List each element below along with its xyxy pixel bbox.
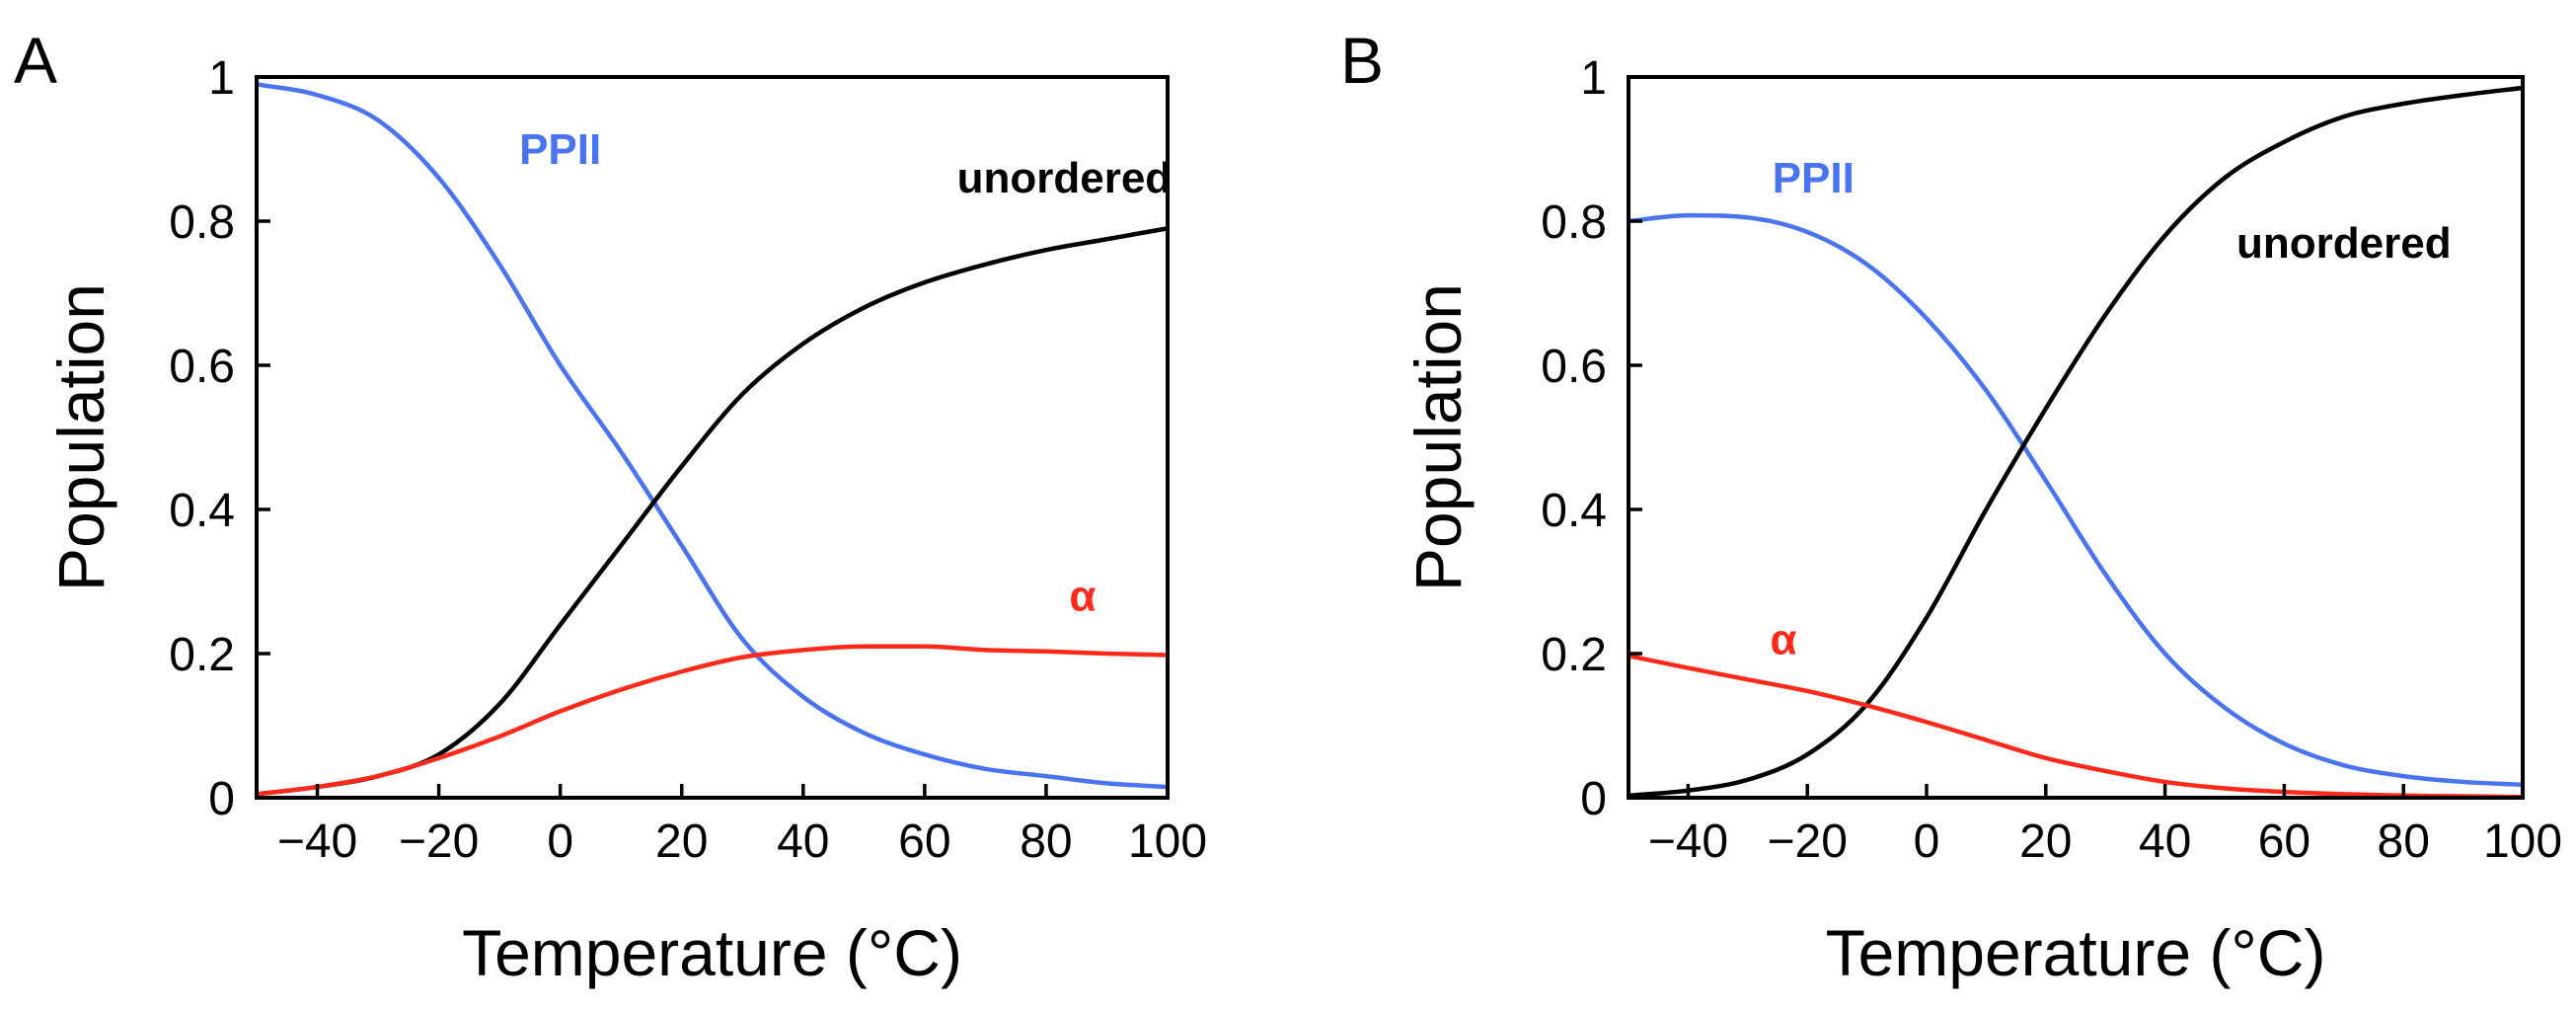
panel-b-x-tick-label: −20: [1767, 816, 1847, 868]
panel-b-y-tick-label: 0.8: [1541, 196, 1607, 249]
panel-a-ppii-label: PPII: [519, 125, 601, 174]
panel-b-y-tick-label: 1: [1580, 52, 1607, 105]
chart-panel-b: B −40 −20 0 20 40 60 80 100 0 0.2 0.4 0.6 0.8 1 Tempera…: [1340, 24, 2562, 989]
panel-b-y-axis-title: Population: [1402, 283, 1475, 591]
panel-b-x-axis-title: Temperature (°C): [1826, 916, 2326, 989]
chart-panel-a: A −40 −20 0 20 40 60 80 100 0 0.2 0.4 0.6 0.8 1 Tempera…: [14, 24, 1207, 989]
panel-a-x-tick-label: 80: [1020, 816, 1072, 868]
panel-a-y-axis-title: Population: [44, 283, 117, 591]
panel-b-unordered-label: unordered: [2236, 219, 2452, 268]
panel-a-y-tick-label: 0.8: [169, 196, 235, 249]
panel-a-y-tick-label: 0: [208, 773, 235, 825]
panel-b-x-tick-label: −40: [1648, 816, 1728, 868]
panel-a-plot-frame: [255, 75, 1170, 800]
panel-a-ppii-line: [257, 82, 1168, 790]
panel-a-unordered-line: [257, 226, 1168, 797]
panel-b-ppii-label: PPII: [1773, 154, 1855, 202]
panel-a-x-tick-label: −40: [277, 816, 357, 868]
panel-a-x-tick-label: 60: [898, 816, 950, 868]
panel-b-x-tick-label: 100: [2483, 816, 2562, 868]
panel-b-unordered-line: [1629, 85, 2523, 798]
panel-a-x-tick-label: 20: [655, 816, 708, 868]
panel-b-ppii-line: [1629, 212, 2523, 788]
panel-a-x-tick-label: −20: [399, 816, 479, 868]
panel-b-x-tick-label: 40: [2139, 816, 2191, 868]
panel-b-alpha-line: [1629, 653, 2523, 798]
panel-a-y-tick-label: 0.2: [169, 629, 235, 681]
panel-a-label: A: [14, 24, 57, 97]
panel-b-x-tick-label: 0: [1914, 816, 1940, 868]
panel-a-x-tick-label: 40: [777, 816, 829, 868]
panel-b-alpha-label: α: [1771, 615, 1797, 663]
panel-a-y-tick-label: 0.4: [169, 485, 235, 537]
panel-b-series-group: [1629, 85, 2523, 798]
panel-a-unordered-label: unordered: [957, 154, 1173, 202]
panel-b-y-tick-label: 0.4: [1541, 485, 1607, 537]
panel-b-x-tick-label: 60: [2258, 816, 2311, 868]
panel-a-alpha-label: α: [1069, 573, 1096, 621]
panel-a-alpha-line: [257, 644, 1168, 797]
panel-b-x-tick-label: 20: [2019, 816, 2072, 868]
panel-a-x-tick-label: 100: [1128, 816, 1207, 868]
panel-a-x-axis-title: Temperature (°C): [462, 916, 962, 989]
panel-a-y-tick-label: 1: [208, 52, 235, 105]
panel-b-x-tick-label: 80: [2378, 816, 2430, 868]
panel-a-series-group: [257, 82, 1168, 797]
panel-b-label: B: [1340, 24, 1384, 97]
panel-b-y-tick-label: 0.2: [1541, 629, 1607, 681]
panel-a-y-tick-label: 0.6: [169, 341, 235, 393]
panel-b-y-tick-label: 0.6: [1541, 341, 1607, 393]
panel-b-y-tick-label: 0: [1580, 773, 1607, 825]
panel-b-plot-frame: [1627, 75, 2525, 800]
panel-a-x-tick-label: 0: [547, 816, 573, 868]
